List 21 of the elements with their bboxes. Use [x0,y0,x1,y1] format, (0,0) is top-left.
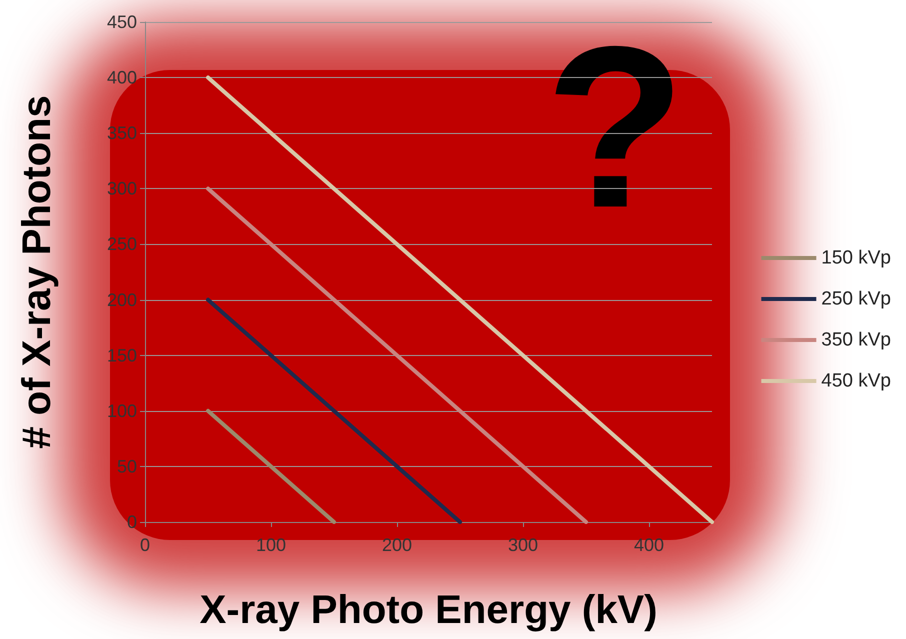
y-axis-title: # of X-ray Photons [15,95,59,449]
legend-label: 350 kVp [821,330,892,350]
legend-label: 250 kVp [821,288,892,310]
x-tick-label: 0 [140,535,150,555]
y-tick-label: 400 [106,68,137,88]
y-tick-label: 200 [106,290,137,310]
y-tick-label: 0 [126,512,137,532]
y-tick-label: 350 [106,123,137,144]
y-tick-label: 150 [106,345,137,366]
y-tick-label: 450 [106,12,137,32]
x-tick-label: 100 [256,535,286,555]
x-axis-title: X-ray Photo Energy (kV) [200,588,658,632]
y-tick-label: 50 [116,456,137,476]
x-tick-label: 400 [634,535,664,555]
legend-label: 150 kVp [821,248,892,268]
y-tick-label: 300 [106,178,137,199]
y-tick-label: 100 [106,400,137,421]
y-tick-label: 250 [106,234,137,254]
x-tick-label: 200 [382,535,412,555]
legend-label: 450 kVp [821,370,892,392]
x-tick-label: 300 [508,535,538,555]
